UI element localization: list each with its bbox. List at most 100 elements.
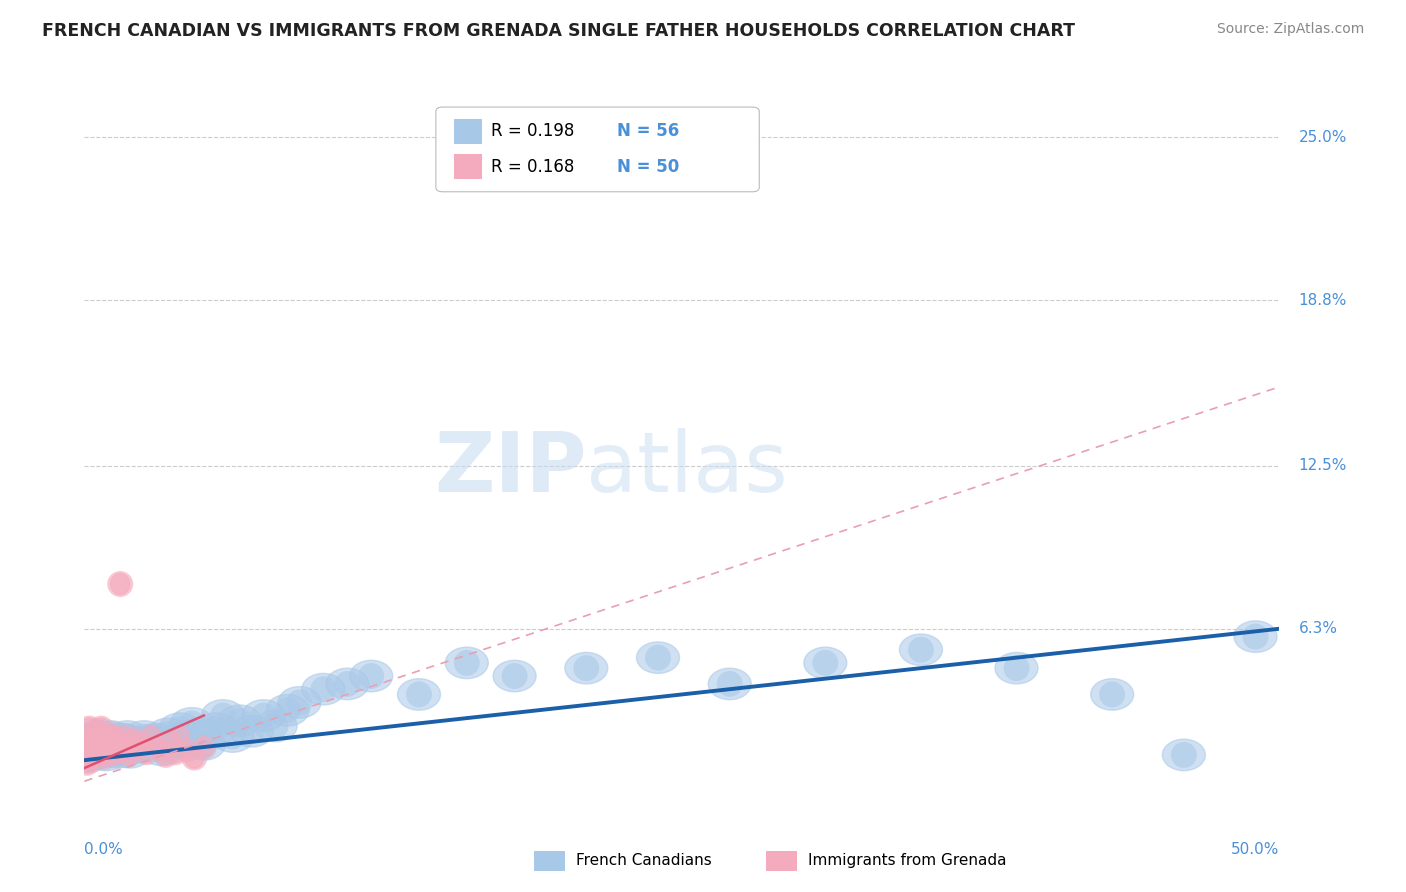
Ellipse shape [112,739,132,760]
Ellipse shape [266,695,309,726]
Ellipse shape [80,745,98,765]
Point [124,732,146,747]
Ellipse shape [446,647,488,679]
Point [114,739,136,754]
Point [77,735,100,749]
Point [97,735,120,749]
Ellipse shape [105,721,149,752]
Point [149,742,172,756]
Point [104,730,127,744]
Point [188,727,211,741]
Point [1101,688,1123,702]
Text: 12.5%: 12.5% [1299,458,1347,474]
Ellipse shape [565,652,607,684]
Point [76,739,98,754]
Ellipse shape [132,731,152,752]
Ellipse shape [278,687,321,718]
Point [575,661,598,675]
Text: 18.8%: 18.8% [1299,293,1347,308]
Point [107,745,129,759]
Text: atlas: atlas [586,428,787,509]
Ellipse shape [184,747,204,768]
Point [1244,630,1267,644]
Ellipse shape [104,745,122,765]
Point [264,719,287,733]
Ellipse shape [152,739,170,760]
Point [131,735,153,749]
Ellipse shape [82,723,125,755]
Point [205,722,228,736]
Ellipse shape [115,731,159,763]
Ellipse shape [101,723,121,745]
Ellipse shape [91,745,111,765]
Point [910,642,932,657]
Ellipse shape [91,718,111,739]
Ellipse shape [156,745,176,765]
Ellipse shape [77,737,97,757]
Ellipse shape [494,660,536,692]
Text: R = 0.198: R = 0.198 [491,122,574,140]
Ellipse shape [242,699,285,731]
Point [104,738,127,752]
Point [157,727,180,741]
Point [80,735,103,749]
Point [90,722,112,736]
Ellipse shape [82,749,101,771]
Point [253,708,276,723]
Point [83,732,105,747]
Ellipse shape [101,737,121,757]
Ellipse shape [96,737,139,768]
Ellipse shape [89,726,108,747]
Point [135,745,157,759]
Point [87,730,110,744]
Point [138,738,160,752]
Point [77,722,100,736]
Ellipse shape [177,718,221,749]
Point [90,747,112,762]
Ellipse shape [77,737,121,768]
Point [1173,747,1195,762]
Ellipse shape [900,634,942,665]
Ellipse shape [80,731,98,752]
Point [86,730,108,744]
Point [125,739,148,754]
Point [165,735,187,749]
Ellipse shape [80,718,98,739]
Point [814,656,837,670]
Ellipse shape [1234,621,1277,652]
Point [77,747,100,762]
Ellipse shape [166,721,208,752]
Ellipse shape [94,747,112,768]
Point [100,730,122,744]
Point [80,738,103,752]
Ellipse shape [142,726,160,747]
Point [94,747,117,762]
Point [240,724,263,739]
Ellipse shape [89,737,108,757]
Ellipse shape [1163,739,1205,771]
Ellipse shape [201,699,245,731]
Ellipse shape [709,668,751,699]
Ellipse shape [160,731,180,752]
Text: 0.0%: 0.0% [84,842,124,856]
Point [117,730,139,744]
Point [145,732,167,747]
Ellipse shape [87,721,105,742]
Point [101,747,124,762]
Ellipse shape [87,731,129,763]
Point [111,742,134,756]
Point [77,747,100,762]
Point [97,739,120,754]
Point [110,577,132,591]
Point [360,669,382,683]
Point [193,739,215,754]
Ellipse shape [995,652,1038,684]
Point [118,738,141,752]
Ellipse shape [128,729,170,760]
Point [121,735,143,749]
Point [277,703,299,717]
Ellipse shape [128,737,146,757]
Ellipse shape [101,723,145,755]
Ellipse shape [94,726,136,757]
Point [718,677,741,691]
